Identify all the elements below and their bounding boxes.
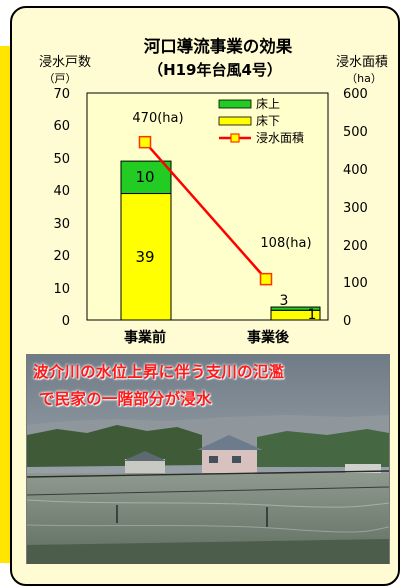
- legend-label-area: 浸水面積: [256, 130, 304, 145]
- area-marker-before: [138, 135, 152, 149]
- left-tick-label: 10: [53, 282, 70, 297]
- label-floor-above-before: 10: [135, 168, 154, 186]
- left-tick-label: 70: [53, 87, 70, 102]
- right-tick-label: 100: [343, 276, 368, 291]
- left-tick-label: 20: [53, 249, 70, 264]
- area-marker-after: [259, 272, 273, 286]
- legend: 床上 床下 浸水面積: [218, 97, 304, 145]
- label-floor-below-after: 3: [280, 293, 289, 309]
- label-floor-below-before: 39: [135, 248, 154, 266]
- left-axis-unit: （戸）: [44, 72, 77, 85]
- area-series-line: [144, 141, 267, 280]
- left-tick-label: 30: [53, 217, 70, 232]
- bar-floor-above-after: [270, 306, 321, 311]
- right-tick-label: 600: [343, 87, 368, 102]
- area-label-before: 470(ha): [132, 111, 183, 126]
- chart-subtitle: （H19年台風4号）: [148, 61, 282, 79]
- right-tick-label: 300: [343, 201, 368, 216]
- legend-swatch-floor-above: [218, 99, 252, 109]
- left-tick-label: 60: [53, 119, 70, 134]
- label-floor-above-after: 1: [308, 307, 317, 323]
- left-axis-label: 浸水戸数: [39, 55, 91, 70]
- left-tick-label: 0: [62, 314, 70, 329]
- left-axis-ticks: 0 10 20 30 40 50 60 70: [53, 87, 70, 329]
- left-tick-label: 50: [53, 152, 70, 167]
- photo-caption: 波介川の水位上昇に伴う支川の氾濫 で民家の一階部分が浸水: [33, 359, 389, 413]
- right-tick-label: 500: [343, 125, 368, 140]
- right-axis-unit: （ha）: [346, 72, 382, 85]
- right-tick-label: 0: [343, 314, 351, 329]
- flood-photo-illustration: [27, 355, 389, 564]
- category-label-before: 事業前: [124, 329, 166, 346]
- page: 河口導流事業の効果 （H19年台風4号） 浸水戸数 （戸） 浸水面積 （ha） …: [0, 6, 400, 586]
- area-label-after: 108(ha): [260, 236, 311, 251]
- photo-caption-line2: で民家の一階部分が浸水: [39, 390, 212, 408]
- bar-floor-below-before: [120, 193, 172, 321]
- flood-photo: 波介川の水位上昇に伴う支川の氾濫 で民家の一階部分が浸水: [26, 354, 390, 564]
- legend-label-floor-below: 床下: [256, 114, 280, 128]
- chart-title: 河口導流事業の効果: [144, 36, 293, 56]
- legend-marker-area: [230, 133, 240, 143]
- left-tick-label: 40: [53, 184, 70, 199]
- flood-effect-chart: 河口導流事業の効果 （H19年台風4号） 浸水戸数 （戸） 浸水面積 （ha） …: [39, 36, 388, 346]
- right-axis-label: 浸水面積: [336, 55, 388, 70]
- right-tick-label: 400: [343, 163, 368, 178]
- yellow-accent-strip: [0, 46, 13, 563]
- photo-caption-line1: 波介川の水位上昇に伴う支川の氾濫: [33, 363, 285, 381]
- bar-floor-above-before: [120, 160, 172, 195]
- right-axis-ticks: 0 100 200 300 400 500 600: [343, 87, 368, 329]
- category-label-after: 事業後: [247, 329, 290, 346]
- legend-swatch-floor-below: [218, 116, 252, 126]
- legend-label-floor-above: 床上: [256, 97, 280, 111]
- right-tick-label: 200: [343, 239, 368, 254]
